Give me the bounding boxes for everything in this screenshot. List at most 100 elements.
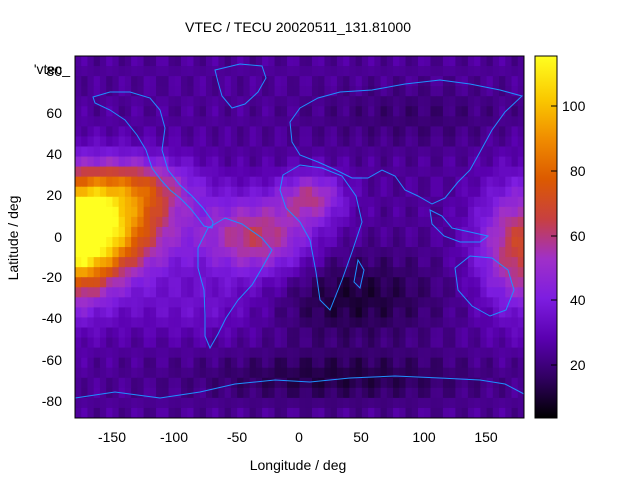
heatmap-cell — [287, 136, 294, 148]
heatmap-cell — [368, 407, 375, 418]
heatmap-cell — [87, 176, 95, 188]
heatmap-cell — [368, 186, 375, 198]
heatmap-cell — [255, 397, 263, 409]
heatmap-cell — [393, 247, 400, 258]
heatmap-cell — [405, 307, 413, 319]
heatmap-cell — [162, 96, 170, 107]
heatmap-cell — [511, 237, 519, 248]
heatmap-cell — [374, 267, 382, 278]
heatmap-cell — [511, 76, 519, 87]
heatmap-cell — [480, 216, 488, 228]
heatmap-cell — [293, 136, 301, 148]
heatmap-cell — [181, 206, 188, 218]
heatmap-cell — [193, 146, 201, 158]
heatmap-cell — [492, 307, 500, 319]
heatmap-cell — [417, 307, 425, 319]
heatmap-cell — [199, 176, 207, 188]
heatmap-cell — [93, 66, 101, 77]
heatmap-cell — [411, 377, 419, 389]
heatmap-cell — [199, 247, 207, 258]
heatmap-cell — [330, 297, 338, 308]
heatmap-cell — [268, 257, 276, 268]
heatmap-cell — [368, 156, 375, 168]
heatmap-cell — [274, 216, 282, 228]
heatmap-cell — [268, 166, 276, 178]
heatmap-cell — [168, 146, 176, 158]
heatmap-cell — [318, 277, 326, 288]
heatmap-cell — [112, 66, 120, 77]
heatmap-cell — [93, 357, 101, 369]
heatmap-cell — [442, 206, 450, 218]
heatmap-cell — [517, 96, 524, 107]
heatmap-cell — [93, 196, 101, 208]
heatmap-cell — [393, 226, 400, 238]
heatmap-cell — [199, 216, 207, 228]
heatmap-cell — [336, 96, 344, 107]
heatmap-cell — [318, 287, 326, 298]
heatmap-cell — [299, 347, 307, 359]
heatmap-cell — [249, 377, 257, 389]
heatmap-cell — [511, 96, 519, 107]
heatmap-cell — [81, 126, 89, 138]
heatmap-cell — [230, 307, 238, 319]
heatmap-cell — [324, 76, 332, 87]
heatmap-cell — [124, 297, 132, 308]
heatmap-cell — [417, 317, 425, 329]
heatmap-cell — [380, 96, 388, 107]
heatmap-cell — [262, 206, 269, 218]
heatmap-cell — [343, 56, 350, 67]
heatmap-cell — [212, 156, 220, 168]
heatmap-cell — [511, 337, 519, 349]
heatmap-cell — [212, 126, 220, 138]
heatmap-cell — [199, 397, 207, 409]
heatmap-cell — [517, 166, 524, 178]
heatmap-cell — [305, 357, 313, 369]
heatmap-cell — [424, 377, 432, 389]
heatmap-cell — [293, 126, 301, 138]
heatmap-cell — [162, 397, 170, 409]
heatmap-cell — [361, 226, 369, 238]
heatmap-cell — [218, 337, 226, 349]
heatmap-cell — [517, 216, 524, 228]
heatmap-cell — [280, 146, 288, 158]
heatmap-cell — [224, 76, 232, 87]
heatmap-cell — [280, 317, 288, 329]
heatmap-cell — [162, 86, 170, 97]
heatmap-cell — [399, 277, 407, 288]
heatmap-cell — [75, 257, 82, 268]
heatmap-cell — [467, 66, 475, 77]
heatmap-cell — [318, 56, 326, 67]
heatmap-cell — [249, 287, 257, 298]
heatmap-cell — [199, 196, 207, 208]
heatmap-cell — [293, 146, 301, 158]
heatmap-cell — [249, 327, 257, 339]
heatmap-cell — [249, 156, 257, 168]
heatmap-cell — [324, 277, 332, 288]
heatmap-cell — [293, 166, 301, 178]
heatmap-cell — [156, 206, 163, 218]
heatmap-cell — [131, 287, 138, 298]
heatmap-cell — [199, 66, 207, 77]
heatmap-cell — [224, 367, 232, 379]
heatmap-cell — [181, 377, 188, 389]
heatmap-cell — [336, 347, 344, 359]
heatmap-cell — [361, 166, 369, 178]
heatmap-cell — [280, 126, 288, 138]
heatmap-cell — [280, 56, 288, 67]
heatmap-cell — [305, 387, 313, 399]
heatmap-cell — [336, 116, 344, 127]
heatmap-cell — [287, 277, 294, 288]
heatmap-cell — [386, 216, 394, 228]
heatmap-cell — [243, 257, 251, 268]
heatmap-cell — [349, 407, 357, 418]
heatmap-cell — [368, 66, 375, 77]
heatmap-cell — [93, 327, 101, 339]
heatmap-cell — [486, 126, 494, 138]
heatmap-cell — [417, 367, 425, 379]
heatmap-cell — [137, 307, 145, 319]
heatmap-cell — [505, 86, 513, 97]
heatmap-cell — [156, 297, 163, 308]
heatmap-cell — [492, 257, 500, 268]
heatmap-cell — [380, 106, 388, 117]
heatmap-cell — [187, 397, 195, 409]
